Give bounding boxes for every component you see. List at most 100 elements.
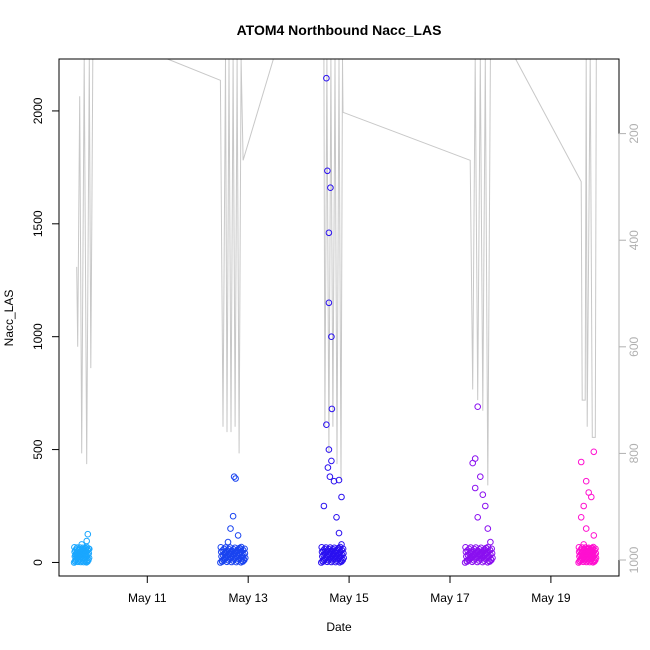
data-point [328,405,336,413]
data-point [241,545,248,553]
y-tick-label: 500 [31,439,45,459]
data-point [328,548,336,555]
data-point [488,556,495,564]
data-point [474,514,482,521]
data-point [338,493,345,501]
data-point [482,550,489,557]
data-point [239,558,247,565]
data-point [592,556,599,564]
data-point [582,477,590,485]
x-tick-label: May 13 [229,591,269,605]
data-point [229,548,236,555]
data-point [222,550,229,557]
y-right-tick-label: 1000 [627,546,641,573]
data-point [486,558,494,565]
data-point [78,541,85,548]
y-axis: 0 500 1000 1500 2000 [31,97,60,566]
y-tick-label: 0 [31,559,45,566]
data-point [229,512,237,520]
y-tick-label: 1500 [31,210,45,237]
data-point [483,545,490,552]
x-tick-label: May 19 [531,591,571,605]
data-point [578,544,586,551]
data-point [327,184,334,191]
overlay-line-layer [76,58,599,486]
data-point [86,545,93,553]
data-point [217,544,225,551]
data-point [84,558,91,565]
data-point [73,545,80,553]
data-point [237,545,244,553]
y-right-tick-label: 800 [627,443,641,463]
data-point [462,544,469,551]
data-point [84,530,92,538]
data-point [239,553,247,561]
data-point [327,549,335,557]
data-point [591,558,598,565]
data-point [575,544,583,551]
data-point [335,529,343,537]
data-point [585,545,593,553]
data-point [580,541,588,548]
y-tick-label: 1000 [31,323,45,350]
data-point [326,473,334,481]
data-point [320,502,328,510]
y-right-tick-label: 200 [627,123,641,143]
data-point [73,552,80,560]
data-point [83,537,90,545]
data-point [227,525,234,532]
chart-title: ATOM4 Northbound Nacc_LAS [237,22,442,38]
data-point [325,299,333,307]
data-point [328,333,335,341]
y-right-tick-label: 400 [627,230,641,250]
data-point [322,544,330,551]
data-point [324,464,332,471]
data-point [325,446,333,453]
data-point [471,484,479,492]
y-right-tick-label: 600 [627,336,641,356]
x-tick-label: May 15 [329,591,369,605]
data-point [323,74,330,82]
x-tick-label: May 11 [128,591,167,605]
data-point [484,525,492,532]
data-point [590,532,598,539]
data-point [80,549,88,556]
points-layer [70,74,600,566]
data-point [220,545,228,553]
data-point [323,421,330,429]
data-point [339,556,347,564]
data-point [240,556,248,564]
data-point [328,457,335,465]
data-point [477,473,484,481]
data-point [588,493,595,501]
data-point [577,514,585,521]
x-tick-label: May 17 [430,591,470,605]
y-axis-right: 200 400 600 800 1000 [618,123,641,573]
data-point [338,541,345,548]
overlay-line [76,58,599,486]
x-axis-label: Date [326,620,352,634]
data-point [338,558,345,565]
data-point [234,532,242,539]
data-point [471,455,479,462]
data-point [318,544,326,551]
data-point [335,476,343,484]
data-point [482,502,489,510]
data-point [487,538,494,546]
data-point [582,525,590,532]
data-point [589,545,596,552]
data-point [590,448,598,456]
data-point [71,544,78,551]
data-point [580,502,588,510]
data-point [577,458,585,466]
data-point [232,475,239,482]
data-point [325,229,333,237]
data-point [230,473,238,481]
data-point [85,556,92,564]
data-point [479,491,487,499]
data-point [324,167,331,175]
data-point [224,538,232,546]
data-point [474,403,482,411]
data-point [465,545,473,553]
